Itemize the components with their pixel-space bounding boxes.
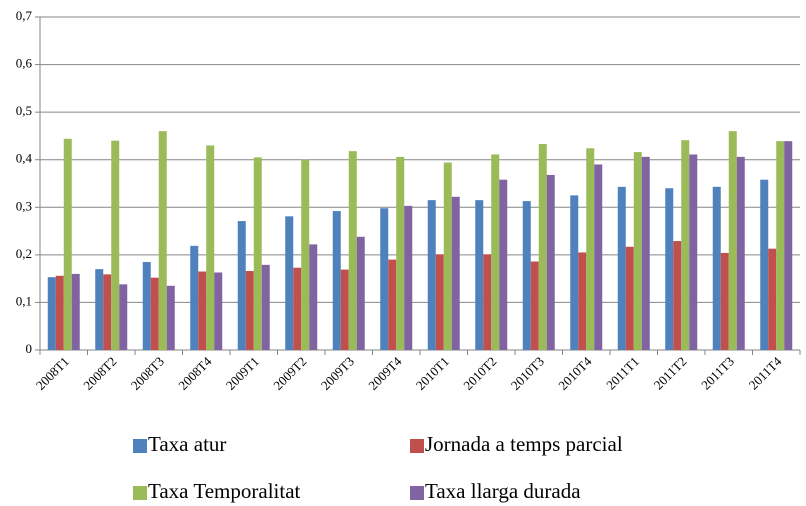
bar: [689, 154, 698, 350]
bar: [427, 200, 436, 350]
bar: [388, 259, 397, 350]
legend-label: Taxa llarga durada: [425, 479, 581, 503]
bar: [356, 236, 365, 350]
bar: [776, 141, 785, 350]
bar: [95, 269, 104, 350]
bar: [578, 252, 587, 350]
legend-swatch: [133, 439, 147, 453]
legend-label: Taxa atur: [148, 432, 226, 456]
y-tick-label: 0,2: [16, 246, 32, 261]
bar: [483, 254, 492, 350]
bar: [681, 140, 690, 350]
bar: [332, 211, 341, 350]
x-tick-label: 2008T1: [33, 354, 72, 393]
x-tick-label: 2010T4: [555, 353, 595, 393]
bar: [103, 274, 112, 350]
x-tick-label: 2010T3: [508, 354, 547, 393]
bar: [71, 273, 80, 350]
bar: [443, 162, 452, 350]
bar: [522, 201, 531, 350]
bar: [142, 261, 151, 350]
x-tick-label: 2009T4: [365, 353, 405, 393]
bar: [380, 208, 389, 350]
bar: [712, 186, 721, 350]
bar: [158, 131, 167, 350]
x-tick-label: 2011T2: [651, 354, 690, 393]
legend-swatch: [410, 486, 424, 500]
bar: [111, 140, 120, 350]
bar: [253, 157, 262, 350]
bar: [633, 152, 642, 350]
bar: [340, 269, 349, 350]
bar: [285, 216, 294, 350]
legend-swatch: [133, 486, 147, 500]
bar: [190, 245, 199, 350]
bar: [47, 277, 56, 350]
bar: [206, 145, 215, 350]
bar: [396, 156, 405, 350]
x-tick-label: 2008T4: [175, 353, 215, 393]
x-tick-label: 2011T1: [603, 354, 642, 393]
bar: [237, 221, 246, 350]
bar: [293, 267, 302, 350]
bar: [63, 138, 72, 350]
bar: [641, 156, 650, 350]
bar: [435, 254, 444, 350]
bar: [530, 261, 539, 350]
bar: [348, 151, 357, 350]
y-tick-label: 0,6: [16, 56, 33, 71]
bar: [309, 244, 318, 350]
bar: [119, 284, 128, 350]
bar: [546, 174, 555, 350]
x-tick-label: 2010T1: [413, 354, 452, 393]
bar: [673, 241, 682, 350]
bar: [617, 186, 626, 350]
y-tick-label: 0,1: [16, 293, 32, 308]
bar: [451, 196, 460, 350]
bar: [55, 275, 64, 350]
bar: [404, 205, 413, 350]
bar: [198, 271, 207, 350]
x-tick-label: 2011T4: [746, 353, 785, 392]
y-tick-label: 0: [26, 341, 33, 356]
y-tick-label: 0,4: [16, 151, 33, 166]
bar: [491, 154, 500, 350]
bar: [760, 179, 769, 350]
x-tick-label: 2009T3: [318, 354, 357, 393]
x-tick-label: 2009T1: [223, 354, 262, 393]
bar: [570, 195, 579, 350]
y-tick-label: 0,7: [16, 8, 33, 23]
y-tick-label: 0,3: [16, 198, 32, 213]
bar: [586, 148, 595, 350]
x-tick-label: 2008T3: [128, 354, 167, 393]
bar: [768, 248, 777, 350]
bar: [499, 179, 508, 350]
bar: [736, 156, 745, 350]
legend-swatch: [410, 439, 424, 453]
legend-label: Jornada a temps parcial: [425, 432, 623, 456]
bar: [301, 159, 310, 350]
bar: [245, 271, 254, 350]
x-tick-label: 2008T2: [80, 354, 119, 393]
bar: [166, 285, 175, 350]
bar: [625, 246, 634, 350]
bar: [665, 188, 674, 350]
bar: [728, 131, 737, 350]
bar: [475, 200, 484, 350]
bar: [594, 164, 603, 350]
bar: [784, 141, 793, 350]
bar: [720, 252, 729, 350]
bar: [261, 264, 270, 350]
x-tick-label: 2009T2: [270, 354, 309, 393]
bar: [538, 144, 547, 350]
bar: [150, 277, 159, 350]
bar: [214, 272, 223, 350]
legend-label: Taxa Temporalitat: [148, 479, 301, 503]
x-tick-label: 2011T3: [698, 354, 737, 393]
y-tick-label: 0,5: [16, 103, 32, 118]
x-tick-label: 2010T2: [460, 354, 499, 393]
